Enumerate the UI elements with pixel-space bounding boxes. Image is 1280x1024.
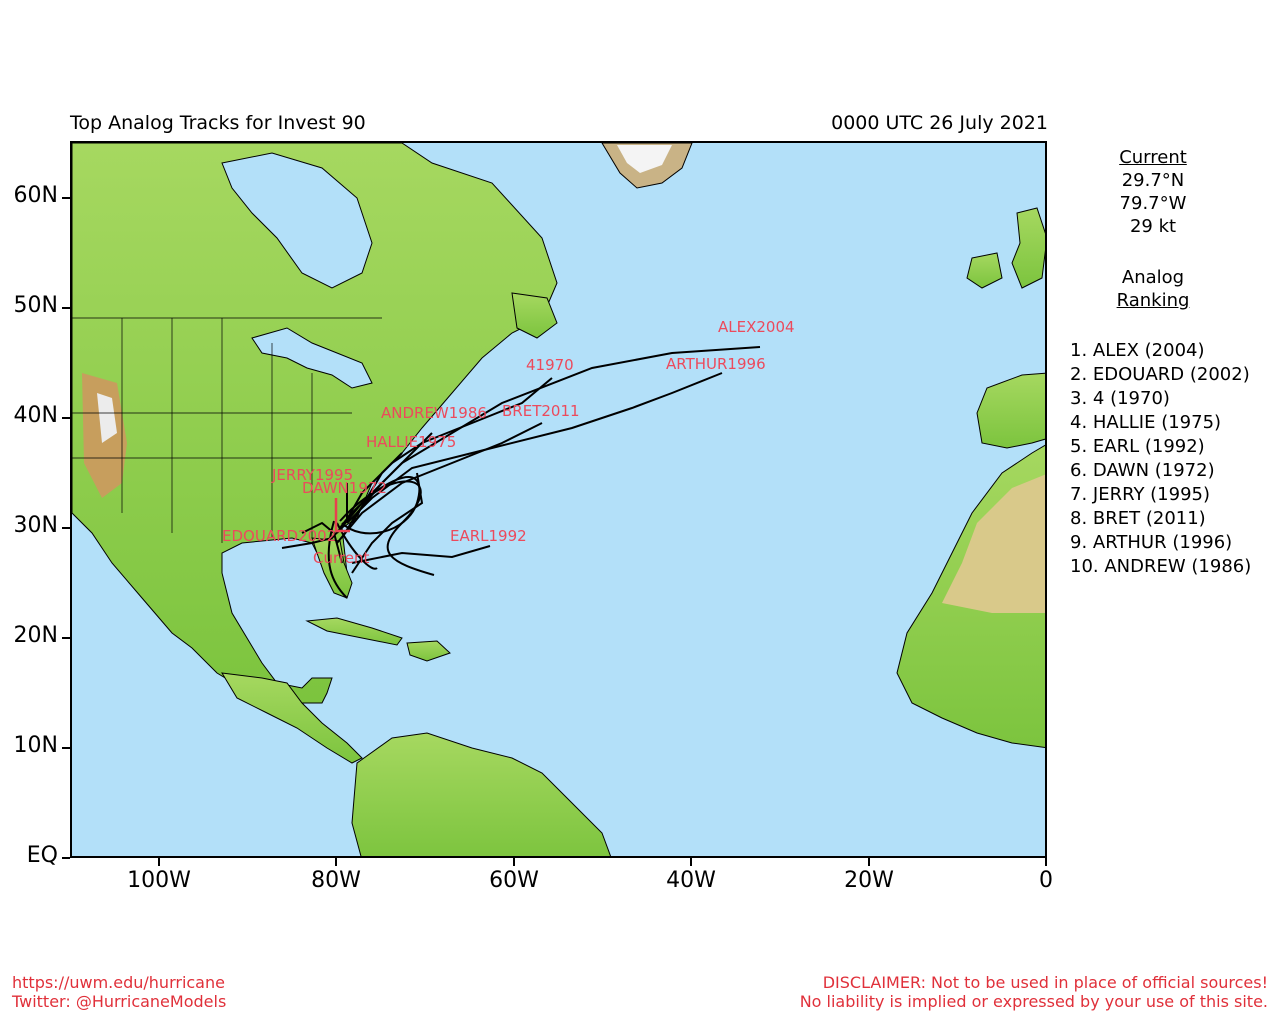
newfoundland bbox=[511, 292, 558, 339]
greenland-ice bbox=[617, 145, 672, 173]
hispaniola bbox=[406, 640, 451, 662]
lat-label-20n: 20N bbox=[13, 623, 58, 648]
label-4-1970: 41970 bbox=[526, 356, 574, 374]
track-bret-2011 bbox=[336, 422, 543, 544]
label-alex-2004: ALEX2004 bbox=[718, 318, 795, 336]
hudson-bay bbox=[221, 152, 373, 289]
label-andrew-1986: ANDREW1986 bbox=[381, 404, 487, 422]
lat-label-40n: 40N bbox=[13, 403, 58, 428]
track-loop-a bbox=[339, 476, 421, 535]
current-panel: Current 29.7°N 79.7°W 29 kt bbox=[1100, 146, 1206, 238]
lat-label-eq: EQ bbox=[26, 843, 58, 868]
track-hallie-1975 bbox=[351, 452, 403, 524]
map-datetime: 0000 UTC 26 July 2021 bbox=[831, 112, 1048, 134]
lat-label-60n: 60N bbox=[13, 183, 58, 208]
map-title: Top Analog Tracks for Invest 90 bbox=[70, 112, 366, 134]
lon-tick bbox=[335, 858, 337, 866]
ranking-item: 4. HALLIE (1975) bbox=[1070, 412, 1222, 433]
current-longitude: 79.7°W bbox=[1119, 193, 1187, 214]
track-edouard-2002 bbox=[281, 483, 348, 549]
british-isles bbox=[1011, 207, 1045, 289]
analog-ranking-list: 1. ALEX (2004) 2. EDOUARD (2002) 3. 4 (1… bbox=[1070, 339, 1251, 579]
lat-tick bbox=[62, 307, 70, 309]
ranking-item: 6. DAWN (1972) bbox=[1070, 460, 1215, 481]
analog-tracks bbox=[281, 346, 761, 599]
us-state-borders bbox=[72, 317, 382, 543]
lon-label-0: 0 bbox=[1039, 868, 1053, 893]
track-arthur-1996 bbox=[346, 372, 723, 524]
cuba bbox=[305, 617, 403, 646]
analog-track-map: Current ALEX2004 ARTHUR1996 41970 ANDREW… bbox=[70, 141, 1047, 858]
label-earl-1992: EARL1992 bbox=[450, 527, 527, 545]
lat-label-50n: 50N bbox=[13, 293, 58, 318]
label-edouard-2002: EDOUARD2002 bbox=[222, 527, 336, 545]
ranking-item: 9. ARTHUR (1996) bbox=[1070, 532, 1233, 553]
lon-label-20w: 20W bbox=[844, 868, 894, 893]
ranking-item: 8. BRET (2011) bbox=[1070, 508, 1206, 529]
lat-tick bbox=[62, 197, 70, 199]
lon-tick bbox=[158, 858, 160, 866]
south-america bbox=[351, 732, 612, 856]
sahara-desert bbox=[942, 474, 1045, 613]
lon-label-100w: 100W bbox=[127, 868, 191, 893]
track-jerry-1995 bbox=[301, 521, 343, 564]
label-arthur-1996: ARTHUR1996 bbox=[666, 355, 766, 373]
lat-tick bbox=[62, 637, 70, 639]
lat-label-30n: 30N bbox=[13, 513, 58, 538]
track-loop-d bbox=[327, 520, 348, 599]
current-map-label: Current bbox=[313, 549, 369, 567]
lat-tick bbox=[62, 857, 70, 859]
ranking-item: 3. 4 (1970) bbox=[1070, 388, 1170, 409]
rocky-mountain-snow bbox=[97, 393, 117, 443]
iberia bbox=[976, 372, 1045, 449]
disclaimer-line-1: DISCLAIMER: Not to be used in place of o… bbox=[822, 973, 1268, 992]
ranking-heading: Ranking bbox=[1116, 290, 1190, 311]
lat-tick bbox=[62, 417, 70, 419]
lon-label-80w: 80W bbox=[311, 868, 361, 893]
lon-label-60w: 60W bbox=[489, 868, 539, 893]
lon-tick bbox=[868, 858, 870, 866]
lon-tick bbox=[690, 858, 692, 866]
lon-label-40w: 40W bbox=[666, 868, 716, 893]
ranking-item: 1. ALEX (2004) bbox=[1070, 340, 1205, 361]
great-lakes bbox=[251, 327, 373, 389]
website-link[interactable]: https://uwm.edu/hurricane bbox=[12, 973, 225, 992]
label-jerry-1995: JERRY1995 bbox=[271, 466, 353, 484]
central-america bbox=[221, 672, 363, 764]
current-position-marker bbox=[334, 498, 350, 533]
disclaimer: DISCLAIMER: Not to be used in place of o… bbox=[800, 973, 1268, 1011]
label-hallie-1975: HALLIE1975 bbox=[366, 433, 456, 451]
north-america-landmass bbox=[72, 143, 558, 704]
ireland bbox=[966, 252, 1003, 289]
label-bret-2011: BRET2011 bbox=[502, 402, 580, 420]
lat-tick bbox=[62, 747, 70, 749]
ranking-item: 10. ANDREW (1986) bbox=[1070, 556, 1252, 577]
analog-heading: Analog bbox=[1121, 267, 1185, 288]
analog-ranking-panel: Analog Ranking bbox=[1100, 266, 1206, 312]
ranking-item: 7. JERRY (1995) bbox=[1070, 484, 1211, 505]
track-loop-b bbox=[339, 480, 435, 576]
current-wind: 29 kt bbox=[1129, 216, 1177, 237]
label-dawn-1972: DAWN1972 bbox=[302, 479, 387, 497]
lat-tick bbox=[62, 527, 70, 529]
track-earl-1992 bbox=[351, 545, 491, 564]
lon-tick bbox=[1045, 858, 1047, 866]
lon-tick bbox=[513, 858, 515, 866]
disclaimer-line-2: No liability is implied or expressed by … bbox=[799, 992, 1268, 1011]
twitter-handle[interactable]: Twitter: @HurricaneModels bbox=[12, 992, 227, 1011]
lat-label-10n: 10N bbox=[13, 733, 58, 758]
ranking-item: 2. EDOUARD (2002) bbox=[1070, 364, 1250, 385]
current-heading: Current bbox=[1119, 147, 1187, 168]
florida-peninsula bbox=[311, 537, 353, 599]
ranking-item: 5. EARL (1992) bbox=[1070, 436, 1205, 457]
current-latitude: 29.7°N bbox=[1121, 170, 1185, 191]
footer-links: https://uwm.edu/hurricane Twitter: @Hurr… bbox=[12, 973, 226, 1011]
